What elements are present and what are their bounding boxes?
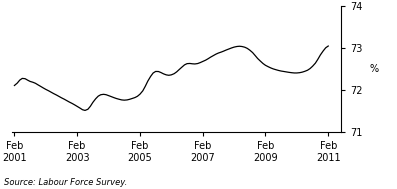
Y-axis label: %: % (370, 64, 379, 74)
Text: Source: Labour Force Survey.: Source: Labour Force Survey. (4, 178, 127, 187)
